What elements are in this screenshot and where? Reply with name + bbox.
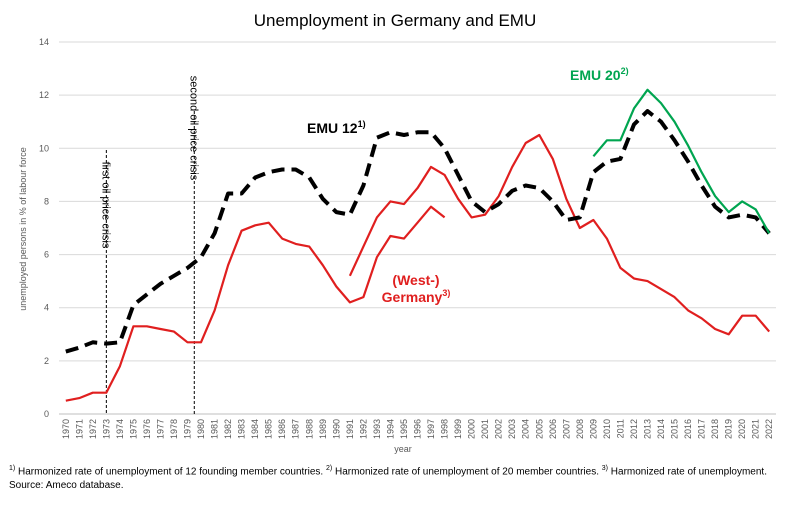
- x-tick-label: 2008: [575, 419, 585, 439]
- footnote-1-mark: 1): [9, 465, 16, 472]
- series-label-text: EMU 12: [307, 120, 358, 136]
- x-tick-label: 1995: [399, 419, 409, 439]
- x-tick-label: 1973: [101, 419, 111, 439]
- x-tick-label: 1972: [88, 419, 98, 439]
- gridlines: [59, 41, 776, 415]
- x-tick-label: 1984: [250, 419, 260, 439]
- y-tick-label: 12: [39, 90, 49, 100]
- y-tick-label: 14: [39, 37, 49, 47]
- x-tick-label: 2019: [724, 419, 734, 439]
- x-tick-label: 2003: [507, 419, 517, 439]
- x-tick-label: 1999: [453, 419, 463, 439]
- x-tick-label: 2004: [521, 419, 531, 439]
- x-tick-label: 2006: [548, 419, 558, 439]
- y-axis-ticks: 0 2 4 6 8 10 12 14: [39, 37, 49, 419]
- x-tick-label: 1992: [358, 419, 368, 439]
- series-line: [592, 88, 771, 234]
- x-tick-label: 1988: [304, 419, 314, 439]
- series-line: [65, 109, 771, 354]
- unemployment-line-chart: Unemployment in Germany and EMU 0 2 4 6 8 10 1…: [18, 11, 776, 454]
- source-note: Source: Ameco database.: [9, 479, 124, 491]
- y-tick-label: 2: [44, 356, 49, 366]
- footnote-definitions: 1) Harmonized rate of unemployment of 12…: [9, 462, 784, 479]
- x-tick-label: 2000: [467, 419, 477, 439]
- footnotes: 1) Harmonized rate of unemployment of 12…: [9, 462, 784, 492]
- x-tick-label: 1991: [345, 419, 355, 439]
- x-tick-label: 2009: [588, 419, 598, 439]
- x-tick-label: 2002: [494, 419, 504, 439]
- y-axis-title: unemployed persons in % of labour force: [18, 147, 28, 311]
- x-tick-label: 1981: [210, 419, 220, 439]
- x-tick-label: 1977: [155, 419, 165, 439]
- series-label-text: EMU 20: [570, 67, 621, 83]
- x-tick-label: 1982: [223, 419, 233, 439]
- x-tick-label: 1971: [74, 419, 84, 439]
- x-tick-label: 1983: [237, 419, 247, 439]
- series-label: Germany3): [382, 288, 451, 305]
- footnote-1-text: Harmonized rate of unemployment of 12 fo…: [18, 466, 324, 478]
- x-tick-label: 2011: [615, 419, 625, 438]
- x-tick-label: 2010: [602, 419, 612, 439]
- x-tick-label: 1996: [413, 419, 423, 439]
- series-label-footnote-mark: 3): [442, 288, 450, 298]
- x-tick-label: 1974: [115, 419, 125, 439]
- x-tick-label: 2013: [642, 419, 652, 439]
- series-labels: EMU 121) EMU 202) (West-)Germany3): [307, 66, 629, 305]
- oil-crisis-label: first oil price crisis: [99, 162, 111, 249]
- x-tick-label: 1975: [128, 419, 138, 439]
- x-tick-label: 2022: [764, 419, 774, 439]
- x-tick-label: 1979: [183, 419, 193, 439]
- x-tick-label: 1976: [142, 419, 152, 439]
- x-tick-label: 1978: [169, 419, 179, 439]
- x-tick-label: 2016: [683, 419, 693, 439]
- x-tick-label: 2017: [697, 419, 707, 439]
- series-label-footnote-mark: 2): [621, 66, 629, 76]
- x-tick-label: 1998: [440, 419, 450, 439]
- x-tick-label: 1987: [291, 419, 301, 439]
- x-tick-label: 2014: [656, 419, 666, 439]
- x-tick-label: 1990: [331, 419, 341, 439]
- x-tick-label: 2005: [534, 419, 544, 439]
- x-tick-label: 2020: [737, 419, 747, 439]
- footnote-2-mark: 2): [325, 465, 333, 472]
- x-tick-label: 2001: [480, 419, 490, 439]
- x-tick-label: 1970: [61, 419, 71, 439]
- footnote-3-mark: 3): [601, 465, 609, 472]
- chart-title: Unemployment in Germany and EMU: [254, 11, 537, 30]
- footnote-3-text: Harmonized rate of unemployment.: [610, 466, 767, 478]
- y-tick-label: 6: [44, 250, 49, 260]
- series-line: [65, 205, 446, 402]
- series-lines: [65, 88, 771, 402]
- x-axis-title: year: [394, 444, 412, 454]
- x-tick-label: 1986: [277, 419, 287, 439]
- y-tick-label: 4: [44, 303, 49, 313]
- x-tick-label: 1997: [426, 419, 436, 439]
- x-tick-label: 1980: [196, 419, 206, 439]
- x-tick-label: 2018: [710, 419, 720, 439]
- series-label: (West-): [392, 272, 439, 288]
- x-tick-label: 1985: [264, 419, 274, 439]
- series-label-footnote-mark: 1): [358, 119, 366, 129]
- x-tick-label: 1989: [318, 419, 328, 439]
- x-tick-label: 2015: [670, 419, 680, 439]
- y-tick-label: 10: [39, 143, 49, 153]
- x-tick-label: 2021: [751, 419, 761, 439]
- series-label: EMU 121): [307, 119, 366, 136]
- x-tick-label: 1994: [385, 419, 395, 439]
- oil-crisis-label: second oil price crisis: [187, 76, 199, 181]
- x-tick-label: 1993: [372, 419, 382, 439]
- series-label-text: Germany: [382, 289, 443, 305]
- y-tick-label: 0: [44, 409, 49, 419]
- series-label: EMU 202): [570, 66, 629, 83]
- y-tick-label: 8: [44, 196, 49, 206]
- x-axis-ticks: 1970 1971 1972 1973 1974 1975 1976 1977 1978 1979…: [61, 419, 774, 439]
- x-tick-label: 2007: [561, 419, 571, 439]
- series-line: [348, 133, 771, 336]
- x-tick-label: 2012: [629, 419, 639, 439]
- annotations: first oil price crisis second oil price c…: [99, 76, 199, 414]
- series-label-text: (West-): [392, 272, 439, 288]
- footnote-2-text: Harmonized rate of unemployment of 20 me…: [334, 466, 599, 478]
